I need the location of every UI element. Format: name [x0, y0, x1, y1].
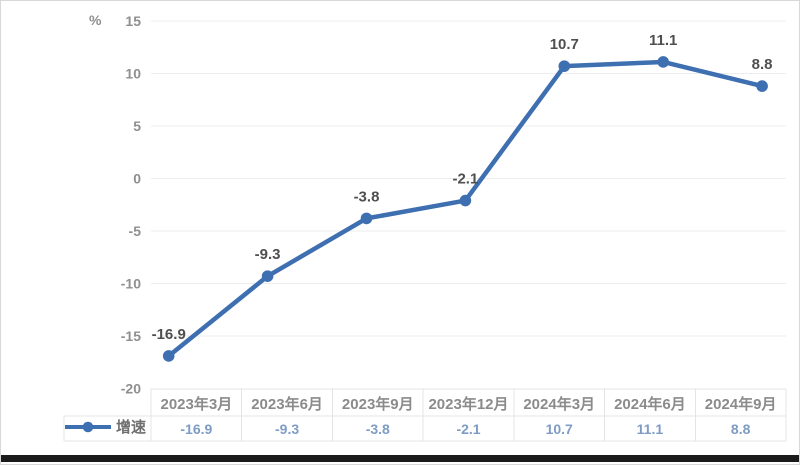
y-axis-tick-label: -15: [121, 328, 141, 344]
x-axis-category-label: 2024年3月: [523, 395, 595, 413]
y-axis-tick-label: -20: [121, 381, 141, 397]
y-axis-tick-label: 5: [133, 118, 141, 134]
table-value-cell: 11.1: [637, 421, 664, 437]
series-line: [166, 59, 765, 359]
data-point-marker: [162, 350, 175, 362]
table-value-cell: -3.8: [366, 421, 390, 437]
table-value-cell: -2.1: [456, 421, 480, 437]
table-value-cell: 10.7: [546, 421, 573, 437]
y-axis-tick-label: 0: [133, 171, 141, 187]
data-point-marker: [459, 194, 472, 207]
data-point-marker: [360, 212, 373, 225]
data-point-marker: [558, 60, 571, 72]
data-point-marker: [756, 80, 768, 92]
table-value-cell: 8.8: [731, 421, 751, 437]
data-point-label: -9.3: [255, 246, 281, 263]
y-axis-tick-label: 10: [125, 66, 141, 82]
y-axis-tick-label: -10: [121, 276, 141, 292]
x-axis-category-label: 2024年9月: [705, 395, 777, 413]
y-axis-tick-label: 15: [125, 13, 141, 29]
data-point-label: -3.8: [354, 188, 380, 205]
legend-line-marker-icon: [65, 421, 111, 432]
y-axis-unit-label: %: [89, 12, 102, 28]
data-point-marker: [657, 56, 669, 68]
y-axis-tick-label: -5: [129, 223, 142, 239]
data-point-marker: [261, 270, 274, 282]
data-point-label: -2.1: [452, 171, 478, 188]
x-axis-category-label: 2023年12月: [428, 395, 508, 413]
data-point-label: 11.1: [649, 32, 677, 49]
x-axis-category-label: 2023年9月: [342, 395, 414, 413]
x-axis-category-label: 2023年6月: [251, 395, 323, 413]
data-point-label: -16.9: [152, 326, 186, 343]
table-value-cell: -9.3: [275, 421, 299, 437]
legend: 增速: [65, 418, 147, 436]
x-axis-category-label: 2024年6月: [614, 395, 686, 413]
x-axis-category-label: 2023年3月: [160, 395, 232, 413]
data-point-label: 8.8: [752, 56, 773, 73]
table-value-cell: -16.9: [180, 421, 212, 437]
legend-series-label: 增速: [116, 419, 147, 436]
bottom-edge-bar: [1, 455, 799, 462]
data-point-label: 10.7: [550, 36, 579, 53]
